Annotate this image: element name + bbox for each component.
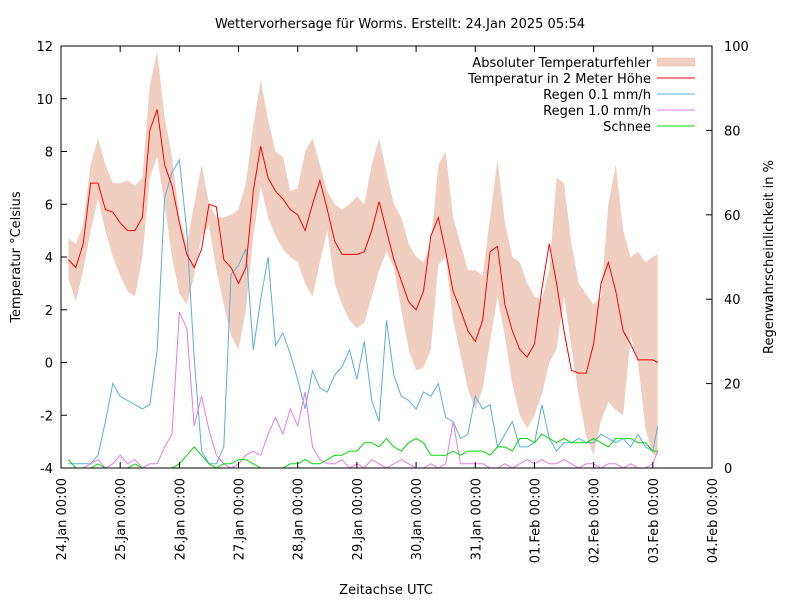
- y2-tick-label: 80: [724, 124, 741, 139]
- legend-label: Regen 0.1 mm/h: [543, 88, 651, 103]
- legend-label: Absoluter Temperaturfehler: [472, 56, 651, 71]
- x-tick-label: 24.Jan 00:00: [55, 478, 70, 560]
- chart-title: Wettervorhersage für Worms. Erstellt: 24…: [215, 17, 585, 32]
- x-tick-label: 25.Jan 00:00: [114, 478, 129, 560]
- y2-tick-label: 20: [724, 378, 741, 393]
- y-tick-label: 12: [36, 40, 53, 55]
- x-tick-label: 30.Jan 00:00: [410, 478, 425, 560]
- x-tick-label: 01.Feb 00:00: [528, 478, 543, 563]
- y-axis-left: -4 -2 0 2 4 6 8 10 12: [36, 40, 67, 477]
- x-tick-label: 28.Jan 00:00: [292, 478, 307, 560]
- x-tick-label: 04.Feb 00:00: [706, 478, 721, 563]
- x-axis-label: Zeitachse UTC: [339, 583, 433, 598]
- y-tick-label: 6: [45, 198, 53, 213]
- y-axis-right: 0 20 40 60 80 100: [706, 40, 749, 477]
- y-axis-label: Temperatur °Celsius: [9, 191, 24, 324]
- x-tick-label: 29.Jan 00:00: [351, 478, 366, 560]
- x-tick-label: 02.Feb 00:00: [588, 478, 603, 563]
- y-tick-label: 0: [45, 357, 53, 372]
- legend-label: Schnee: [603, 120, 651, 135]
- y2-tick-label: 60: [724, 209, 741, 224]
- legend-label: Regen 1.0 mm/h: [543, 104, 651, 119]
- y-tick-label: 8: [45, 146, 53, 161]
- y-tick-label: -4: [40, 462, 53, 477]
- series-line-regen-0-1-mm-h: [68, 158, 659, 465]
- x-tick-label: 27.Jan 00:00: [233, 478, 248, 560]
- y2-axis-label: Regenwahrscheinlichkeit in %: [762, 160, 777, 354]
- y-tick-label: 4: [45, 251, 53, 266]
- x-tick-label: 03.Feb 00:00: [647, 478, 662, 563]
- legend-item: Temperatur in 2 Meter Höhe: [467, 72, 695, 87]
- x-tick-label: 31.Jan 00:00: [469, 478, 484, 560]
- legend-item: Schnee: [603, 120, 695, 135]
- legend-item: Regen 1.0 mm/h: [543, 104, 695, 119]
- legend-item: Absoluter Temperaturfehler: [472, 56, 696, 71]
- temperature-error-band-layer: [68, 51, 658, 455]
- y2-tick-label: 100: [724, 40, 749, 55]
- series-line-temperatur-in-2-meter-h-he: [68, 109, 659, 374]
- y-tick-label: 10: [36, 93, 53, 108]
- x-tick-label: 26.Jan 00:00: [173, 478, 188, 560]
- y-tick-label: 2: [45, 304, 53, 319]
- temperature-error-band: [68, 51, 658, 455]
- y2-tick-label: 0: [724, 462, 732, 477]
- x-axis: 24.Jan 00:00 25.Jan 00:00 26.Jan 00:00 27.J…: [55, 46, 721, 563]
- legend-label: Temperatur in 2 Meter Höhe: [467, 72, 651, 87]
- y2-tick-label: 40: [724, 293, 741, 308]
- y-tick-label: -2: [40, 409, 53, 424]
- legend-item: Regen 0.1 mm/h: [543, 88, 695, 103]
- legend-swatch: [656, 57, 696, 67]
